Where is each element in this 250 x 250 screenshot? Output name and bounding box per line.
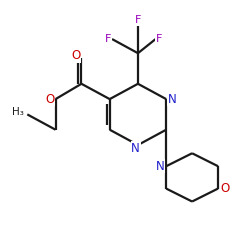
Text: N: N — [168, 92, 176, 106]
Text: H₃: H₃ — [12, 106, 24, 117]
Text: O: O — [71, 49, 80, 62]
Text: O: O — [45, 92, 54, 106]
Text: F: F — [156, 34, 162, 44]
Text: N: N — [131, 142, 140, 155]
Text: O: O — [220, 182, 230, 195]
Text: F: F — [135, 15, 141, 25]
Text: N: N — [156, 160, 165, 173]
Text: F: F — [105, 34, 112, 44]
